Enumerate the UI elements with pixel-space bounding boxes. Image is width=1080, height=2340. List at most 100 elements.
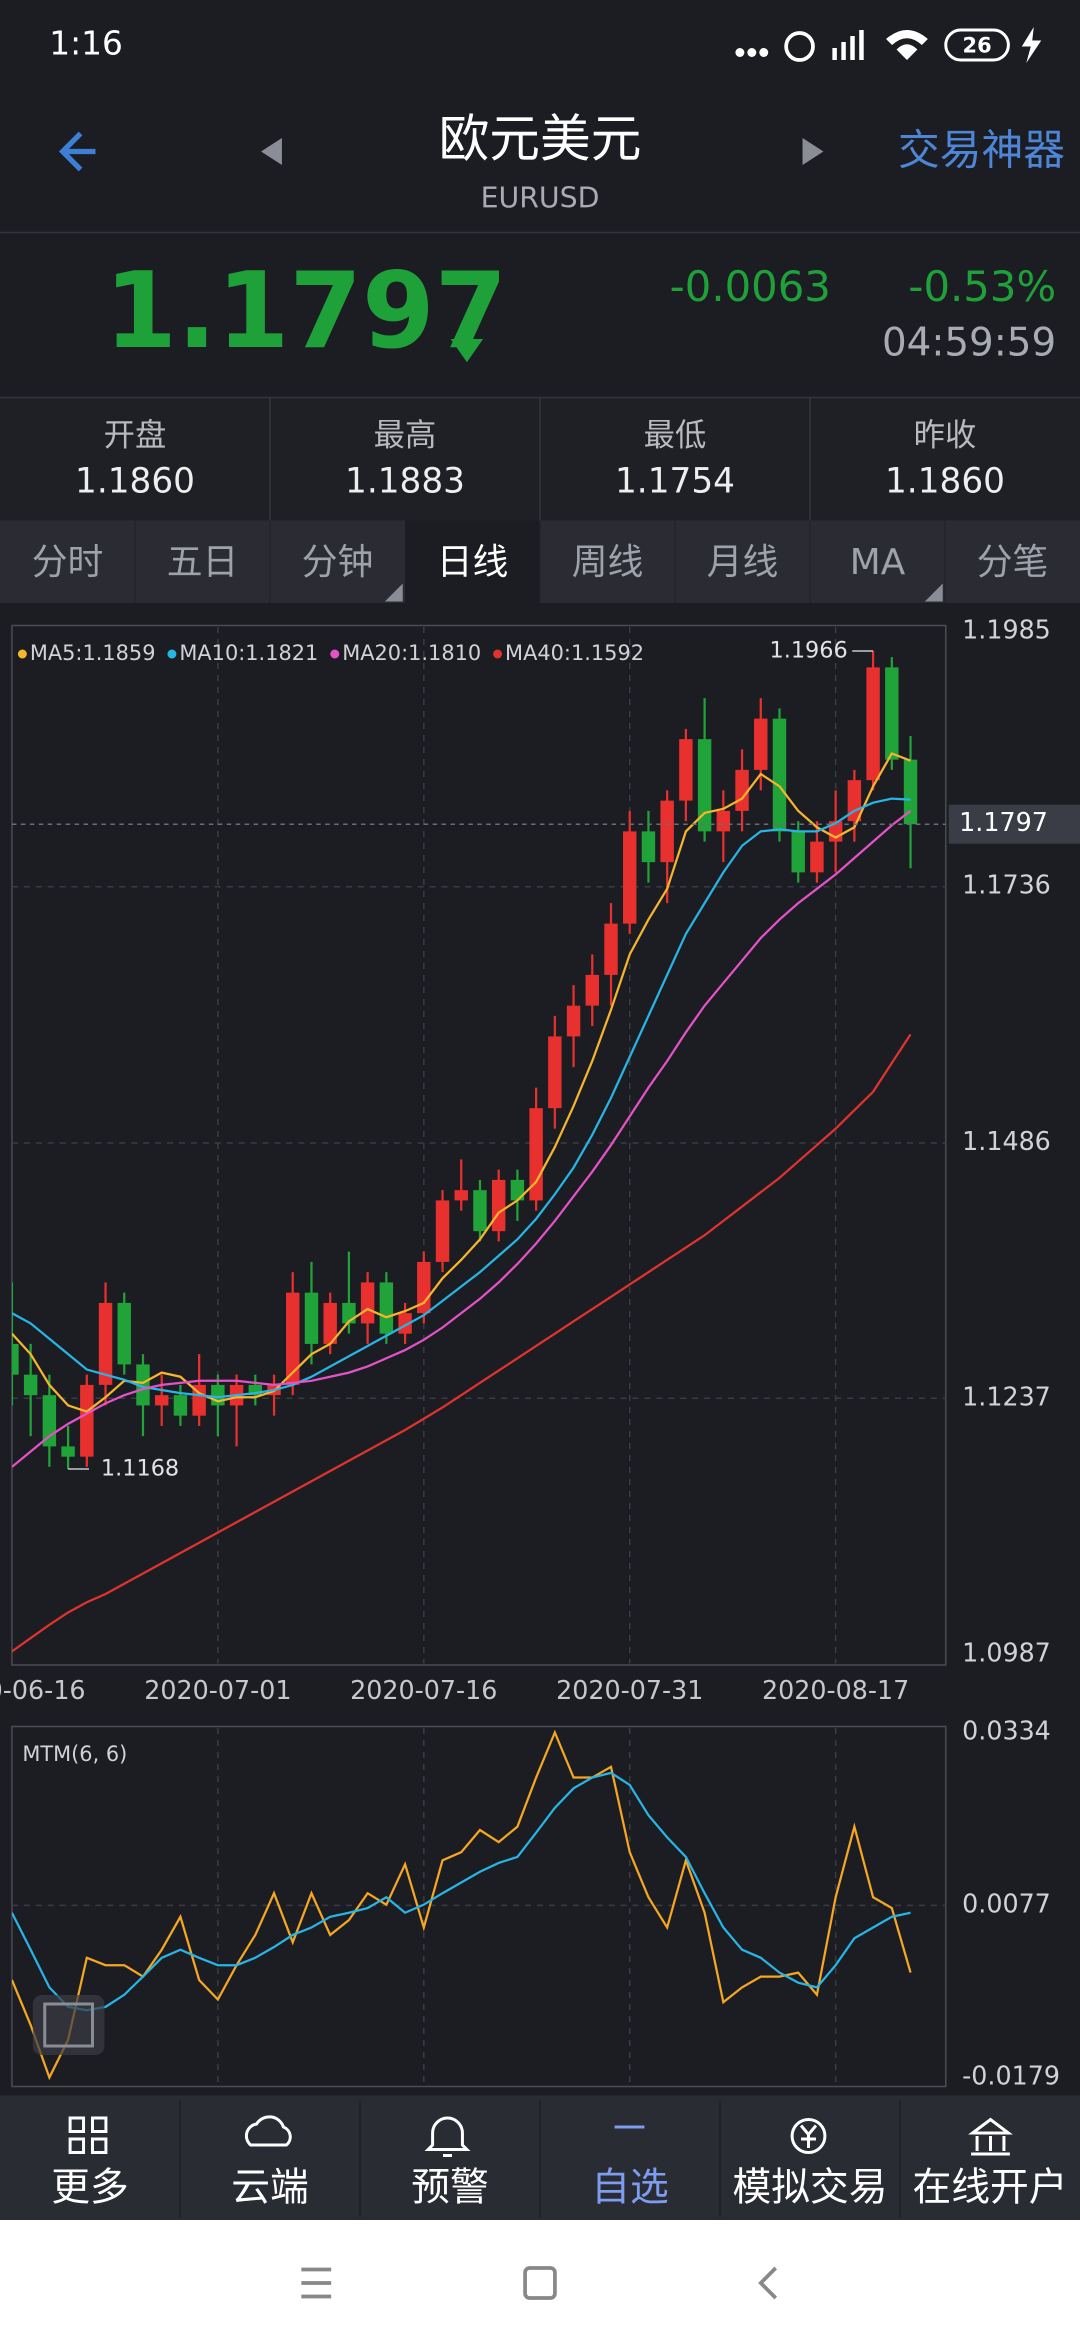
candle-body <box>660 800 674 863</box>
candle-body <box>61 1446 75 1457</box>
tab[interactable]: MA <box>850 542 906 583</box>
status-time: 1:16 <box>49 23 123 62</box>
low-annotation: 1.1168 <box>101 1455 179 1481</box>
y-tick-label: 0.0077 <box>962 1888 1051 1918</box>
candle-body <box>491 1179 506 1232</box>
nav-icon <box>424 2116 471 2157</box>
candle-body <box>154 1395 169 1406</box>
candle-body <box>11 1343 19 1375</box>
stat-value: 1.1860 <box>75 461 195 501</box>
header-subtitle: EURUSD <box>481 181 600 214</box>
y-tick-label: -0.0179 <box>962 2060 1060 2090</box>
nav-item[interactable]: 更多 <box>51 2165 129 2210</box>
back-button[interactable] <box>58 131 96 172</box>
tab[interactable]: 分钟 <box>302 542 374 583</box>
nav-item[interactable]: 云端 <box>231 2165 309 2210</box>
system-nav <box>0 2220 1080 2340</box>
candle-body <box>473 1190 487 1232</box>
nav-icon <box>68 2116 108 2154</box>
candle-body <box>510 1179 525 1201</box>
y-tick-label: 1.0987 <box>962 1637 1051 1667</box>
nav-icon <box>244 2115 292 2147</box>
next-button[interactable] <box>802 138 824 165</box>
down-arrow <box>450 325 484 363</box>
candle-body <box>248 1384 263 1396</box>
candle-body <box>379 1282 394 1334</box>
float-button[interactable] <box>32 1995 105 2055</box>
candle-body <box>80 1384 94 1457</box>
header-title: 欧元美元 <box>439 109 642 168</box>
candle-body <box>772 718 787 832</box>
legend-label: MA10:1.1821 <box>179 641 318 665</box>
stat-value: 1.1883 <box>345 461 465 501</box>
candles <box>11 650 918 1653</box>
legend-label: MA40:1.1592 <box>505 641 644 665</box>
prev-button[interactable] <box>261 138 282 165</box>
candle-body <box>679 739 693 801</box>
nav-item-active[interactable]: 自选 <box>591 2165 669 2210</box>
tab[interactable]: 月线 <box>707 542 779 583</box>
candle-body <box>641 831 656 863</box>
candle-body <box>623 831 637 924</box>
x-tick-label: 2020-08-17 <box>762 1675 909 1705</box>
ma-line <box>11 752 911 1413</box>
nav: 更多 云端 预警 自选 模拟交易 在线开户 <box>51 2100 1068 2217</box>
y-tick-label: 1.1736 <box>962 870 1051 900</box>
legend-dot <box>17 649 27 659</box>
tab[interactable]: 分时 <box>32 542 104 583</box>
plot: 1.1985 1.1736 1.1486 1.1237 1.0987 0.0334 0.00… <box>0 614 1080 2091</box>
tab-active[interactable]: 日线 <box>437 542 509 583</box>
candle-body <box>173 1395 188 1416</box>
mtm-title: MTM(6, 6) <box>22 1742 127 1766</box>
candle-body <box>304 1292 319 1344</box>
tab[interactable]: 分笔 <box>977 542 1049 583</box>
nav-item[interactable]: 在线开户 <box>912 2165 1067 2210</box>
ma-line <box>11 809 912 1468</box>
stat-label: 最低 <box>644 417 707 453</box>
nav-icon <box>968 2117 1013 2156</box>
price-change: -0.0063 <box>670 262 831 311</box>
nav-item[interactable]: 模拟交易 <box>732 2165 887 2210</box>
mtm-lines <box>11 1729 912 2081</box>
price-change-pct: -0.53% <box>908 262 1056 311</box>
action-button[interactable]: 交易神器 <box>898 125 1065 174</box>
dropdown-mark <box>924 583 943 602</box>
candle-body <box>23 1374 38 1396</box>
mtm-line <box>11 1729 912 2081</box>
current-price-box <box>948 804 1080 844</box>
current-price-label: 1.1797 <box>959 807 1048 837</box>
candle-body <box>810 841 824 873</box>
stat-label: 开盘 <box>104 417 167 453</box>
legend-dot <box>493 649 503 659</box>
candle-body <box>454 1190 468 1201</box>
candle-body <box>323 1302 337 1344</box>
tab[interactable]: 五日 <box>167 542 239 583</box>
candle-body <box>791 831 805 873</box>
price-plot-frame <box>11 624 947 1666</box>
candle-body <box>754 718 768 770</box>
stats: 开盘 1.1860 最高 1.1883 最低 1.1754 昨收 1.1860 <box>75 397 1005 521</box>
legend-label: MA20:1.1810 <box>342 641 481 665</box>
nav-item[interactable]: 预警 <box>411 2165 489 2210</box>
nav-icon <box>790 2118 827 2154</box>
mtm-plot-frame <box>11 1725 947 2088</box>
stat-value: 1.1754 <box>615 461 735 501</box>
candle-body <box>117 1302 131 1365</box>
candle-body <box>885 667 899 760</box>
tab[interactable]: 周线 <box>572 542 644 583</box>
system-buttons[interactable] <box>301 2266 778 2300</box>
candle-body <box>286 1292 300 1385</box>
stat-label: 最高 <box>374 417 437 453</box>
mtm-line <box>11 1771 911 2012</box>
candle-body <box>566 1005 581 1037</box>
legend-dot <box>167 649 177 659</box>
candle-body <box>847 780 862 822</box>
legend-label: MA5:1.1859 <box>30 641 156 665</box>
y-tick-label: 1.1486 <box>962 1126 1051 1156</box>
last-price: 1.1797 <box>104 250 507 372</box>
candle-body <box>585 974 599 1006</box>
legend-dot <box>330 649 340 659</box>
candle-body <box>192 1384 206 1416</box>
